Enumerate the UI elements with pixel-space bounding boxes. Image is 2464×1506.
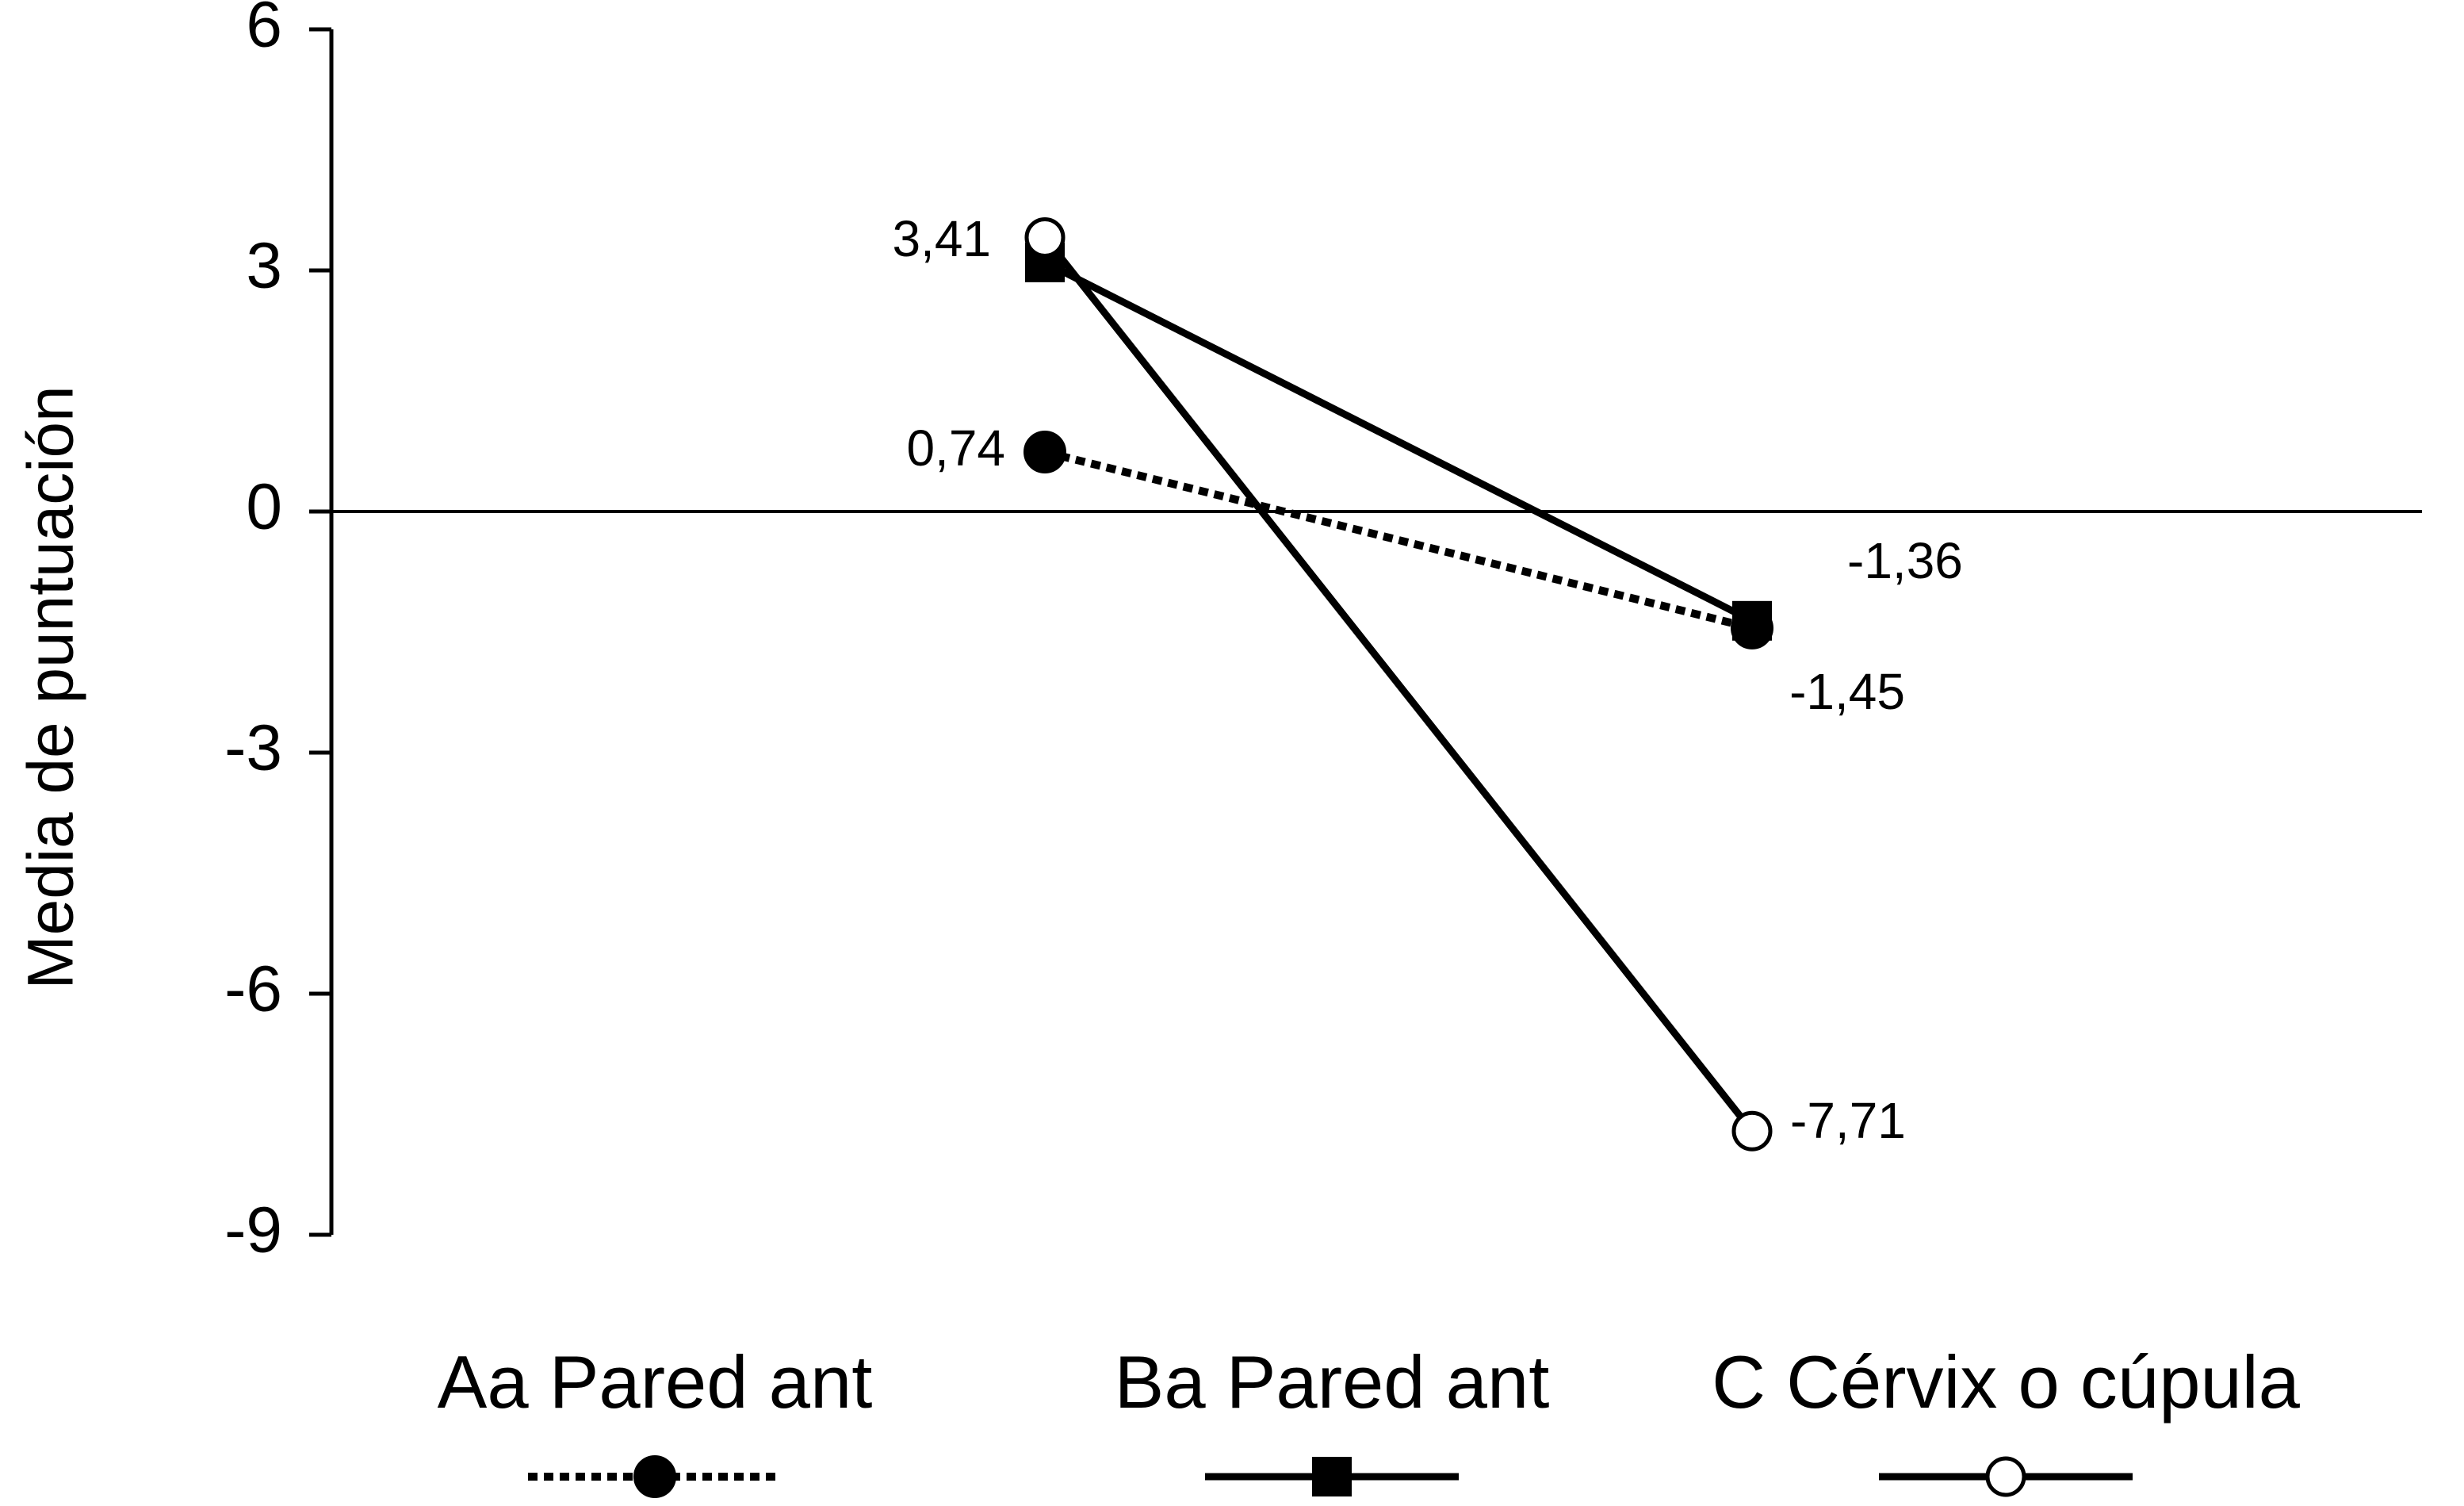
data-point (1023, 431, 1066, 474)
y-axis-label: Media de puntuación (15, 385, 87, 989)
data-label: -1,36 (1847, 532, 1963, 589)
legend-marker (633, 1455, 676, 1498)
y-tick-label: -9 (224, 1194, 282, 1266)
y-tick-label: 6 (246, 0, 282, 61)
y-tick-label: -6 (224, 953, 282, 1025)
legend-label: Ba Pared ant (1115, 1340, 1550, 1424)
data-label: 0,74 (906, 420, 1005, 477)
series-line (1043, 448, 1754, 632)
legend-label: C Cérvix o cúpula (1712, 1340, 2301, 1424)
legend-marker (1312, 1457, 1352, 1496)
data-point (1731, 1110, 1773, 1152)
data-point (1731, 606, 1773, 650)
y-tick-label: 3 (246, 230, 282, 302)
y-tick-label: 0 (246, 471, 282, 543)
data-label: 3,41 (892, 210, 991, 267)
series-line (1042, 235, 1755, 1134)
data-label: -1,45 (1789, 663, 1905, 720)
y-tick-label: -3 (224, 712, 282, 784)
data-point (1024, 217, 1066, 258)
legend-marker (1985, 1456, 2026, 1497)
data-label: -7,71 (1790, 1092, 1906, 1149)
series-line (1043, 259, 1754, 624)
legend-label: Aa Pared ant (438, 1340, 873, 1424)
